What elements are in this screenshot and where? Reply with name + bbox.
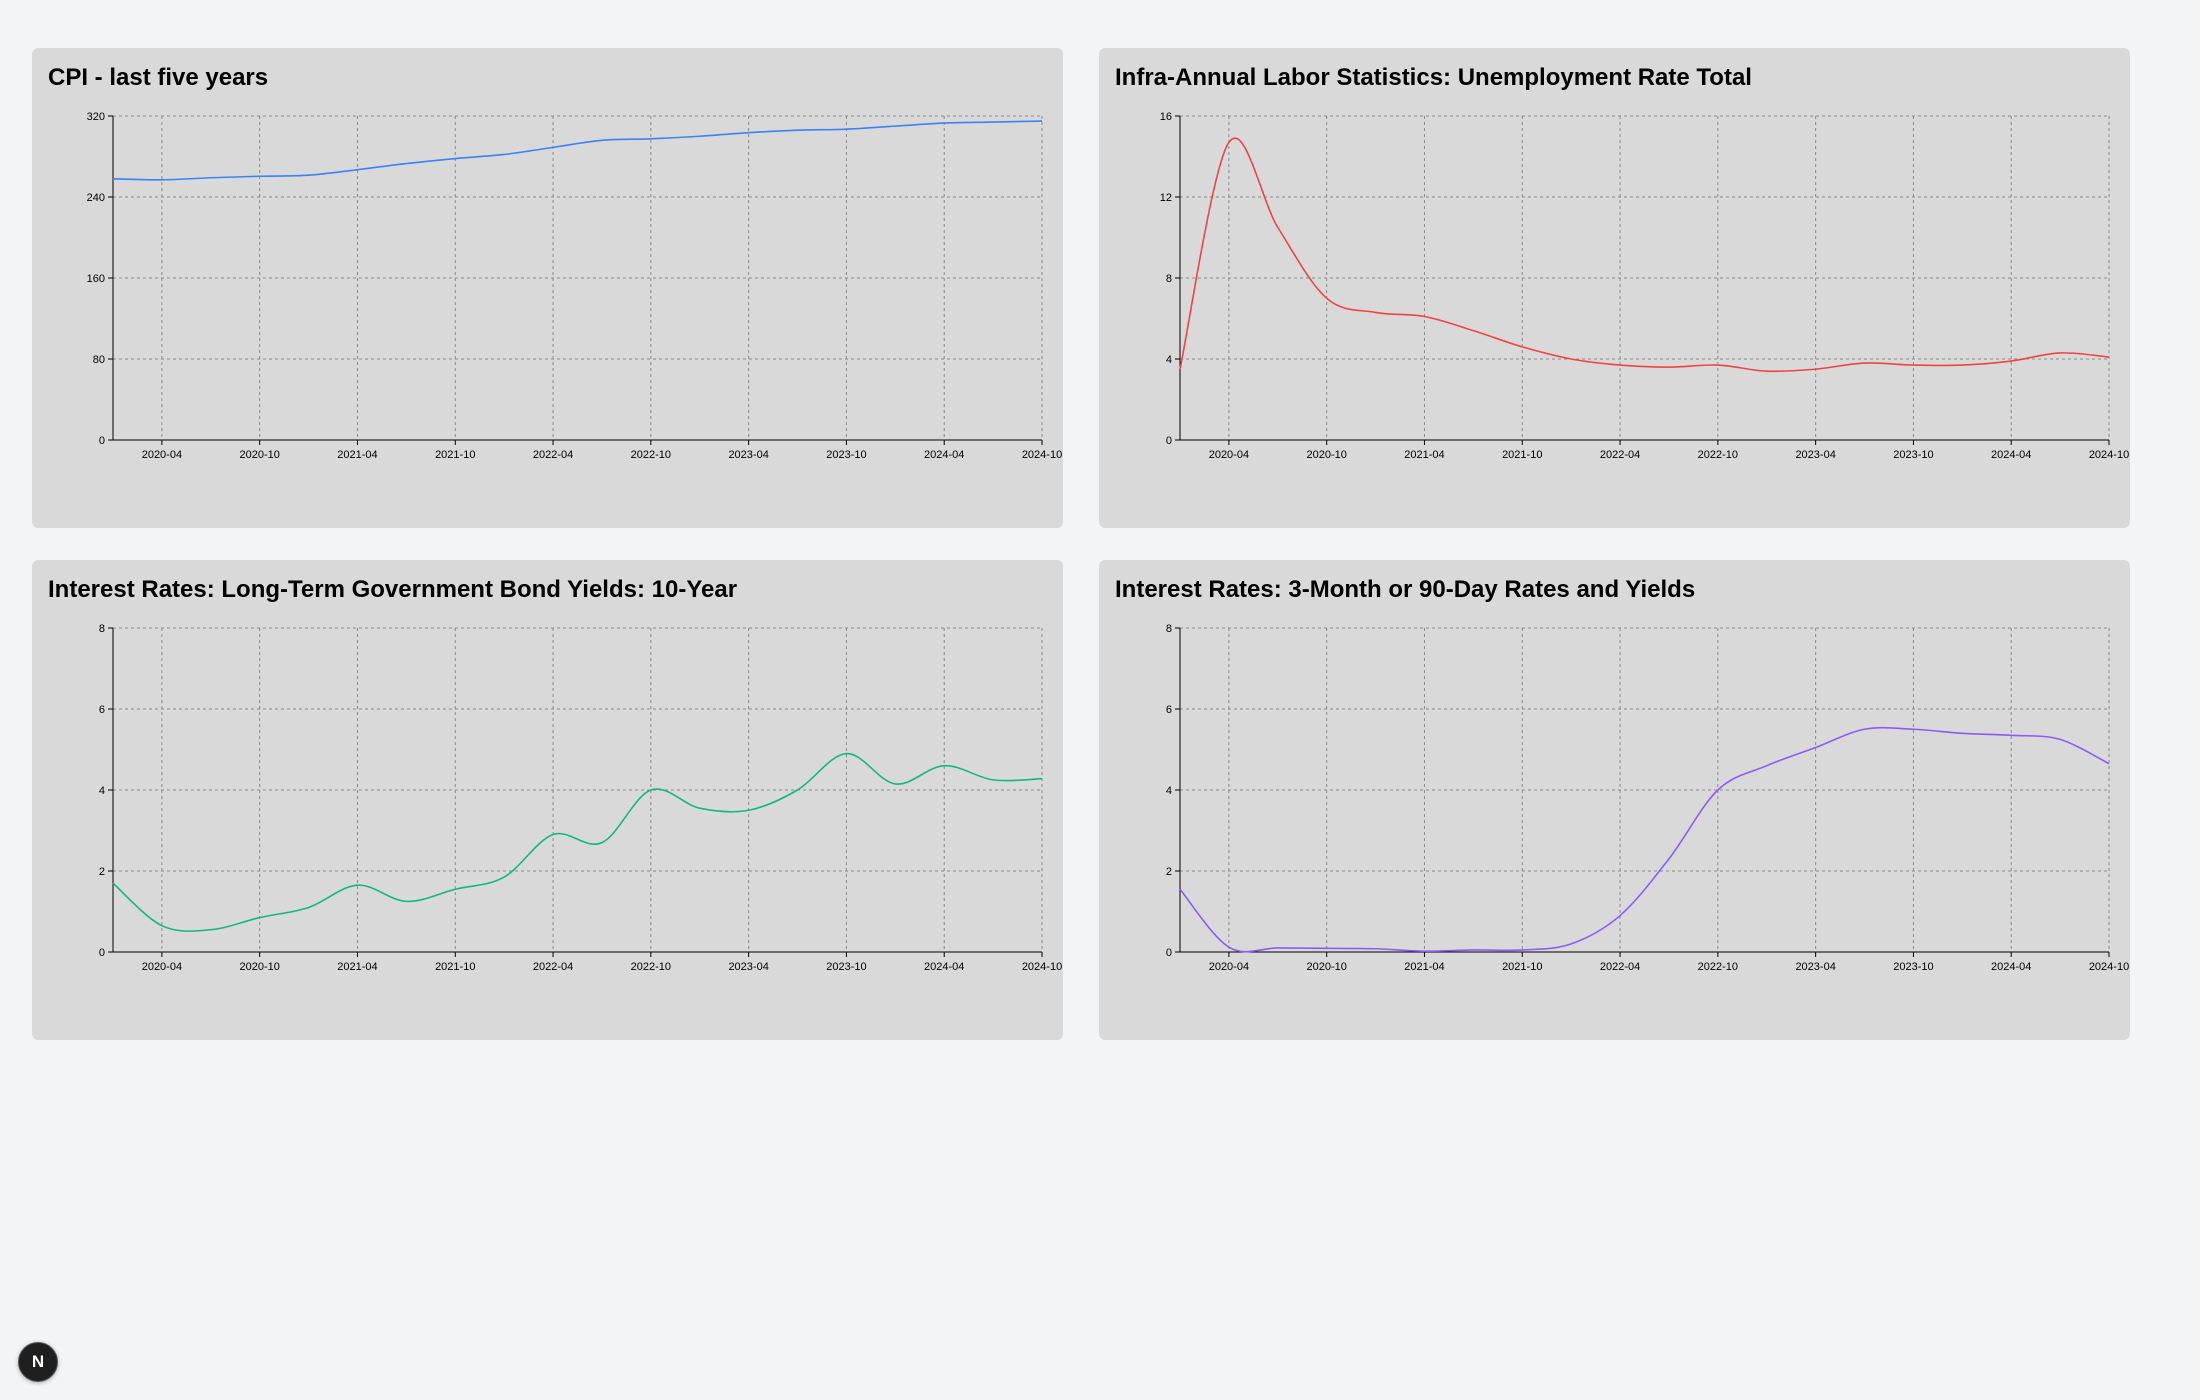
y-tick-label: 0	[99, 435, 105, 447]
x-tick-label: 2020-10	[1306, 961, 1346, 973]
x-tick-label: 2021-04	[337, 961, 377, 973]
chart-title: CPI - last five years	[48, 64, 269, 91]
x-tick-label: 2020-04	[142, 449, 182, 461]
y-tick-label: 8	[1166, 273, 1172, 285]
series-line	[112, 120, 1043, 181]
y-tick-label: 0	[99, 947, 105, 959]
x-tick-label: 2022-10	[1698, 449, 1738, 461]
x-tick-label: 2021-04	[1404, 961, 1444, 973]
x-tick-label: 2024-10	[1022, 961, 1062, 973]
y-tick-label: 2	[1166, 866, 1172, 878]
x-tick-label: 2023-04	[1795, 961, 1835, 973]
y-tick-label: 4	[1166, 785, 1172, 797]
bond-yield-line-chart: 0 2 4 6 8 2020-04 2020-10 2021-04 2021-10 2022-04…	[99, 623, 1062, 973]
y-tick-label: 80	[93, 354, 105, 366]
series-line	[112, 752, 1043, 932]
x-tick-label: 2023-04	[728, 961, 768, 973]
x-tick-label: 2020-10	[239, 449, 279, 461]
x-tick-label: 2023-10	[1893, 961, 1933, 973]
x-tick-label: 2022-04	[533, 449, 573, 461]
series-line	[1179, 137, 2110, 373]
x-tick-label: 2023-10	[826, 961, 866, 973]
x-tick-label: 2023-10	[1893, 449, 1933, 461]
x-tick-label: 2022-10	[1698, 961, 1738, 973]
chart-card-cpi: CPI - last five years 0 80 160 240 320 2020-0…	[32, 48, 1063, 528]
x-tick-label: 2021-04	[337, 449, 377, 461]
x-tick-label: 2024-10	[2089, 961, 2129, 973]
three-month-rate-line-chart: 0 2 4 6 8 2020-04 2020-10 2021-04 2021-10 2022-04…	[1166, 623, 2129, 973]
x-tick-label: 2022-10	[631, 449, 671, 461]
x-tick-label: 2023-04	[728, 449, 768, 461]
chart-title: Infra-Annual Labor Statistics: Unemploym…	[1115, 64, 1752, 91]
x-tick-label: 2021-10	[1502, 449, 1542, 461]
y-tick-label: 160	[87, 273, 105, 285]
y-tick-label: 4	[1166, 354, 1172, 366]
x-tick-label: 2022-04	[1600, 449, 1640, 461]
y-tick-label: 0	[1166, 947, 1172, 959]
y-tick-label: 0	[1166, 435, 1172, 447]
dev-tools-letter: N	[31, 1352, 45, 1371]
series-line	[1179, 726, 2110, 953]
x-tick-label: 2020-04	[1209, 449, 1249, 461]
y-tick-label: 320	[87, 111, 105, 123]
x-tick-label: 2022-04	[1600, 961, 1640, 973]
x-tick-label: 2024-04	[1991, 961, 2031, 973]
chart-card-3-month-rate: Interest Rates: 3-Month or 90-Day Rates …	[1099, 560, 2130, 1040]
x-tick-label: 2024-10	[1022, 449, 1062, 461]
unemployment-line-chart: 0 4 8 12 16 2020-04 2020-10 2021-04 2021-10 2022-…	[1160, 111, 2129, 461]
y-tick-label: 6	[99, 704, 105, 716]
y-tick-label: 6	[1166, 704, 1172, 716]
chart-title: Interest Rates: 3-Month or 90-Day Rates …	[1115, 576, 1696, 603]
x-tick-label: 2021-10	[435, 961, 475, 973]
y-tick-label: 12	[1160, 192, 1172, 204]
y-tick-label: 4	[99, 785, 105, 797]
x-tick-label: 2020-10	[239, 961, 279, 973]
chart-title: Interest Rates: Long-Term Government Bon…	[48, 576, 738, 603]
x-tick-label: 2024-10	[2089, 449, 2129, 461]
x-tick-label: 2023-10	[826, 449, 866, 461]
x-tick-label: 2021-04	[1404, 449, 1444, 461]
y-tick-label: 240	[87, 192, 105, 204]
x-tick-label: 2021-10	[1502, 961, 1542, 973]
y-tick-label: 8	[99, 623, 105, 635]
x-tick-label: 2024-04	[924, 449, 964, 461]
x-tick-label: 2024-04	[924, 961, 964, 973]
x-tick-label: 2021-10	[435, 449, 475, 461]
cpi-line-chart: 0 80 160 240 320 2020-04 2020-10 2021-04 2021-10…	[87, 111, 1063, 461]
x-tick-label: 2022-10	[631, 961, 671, 973]
x-tick-label: 2020-04	[1209, 961, 1249, 973]
x-tick-label: 2023-04	[1795, 449, 1835, 461]
x-tick-label: 2022-04	[533, 961, 573, 973]
y-tick-label: 2	[99, 866, 105, 878]
x-tick-label: 2020-10	[1306, 449, 1346, 461]
y-tick-label: 8	[1166, 623, 1172, 635]
x-tick-label: 2020-04	[142, 961, 182, 973]
x-tick-label: 2024-04	[1991, 449, 2031, 461]
dev-tools-badge[interactable]: N	[18, 1342, 58, 1382]
chart-card-unemployment: Infra-Annual Labor Statistics: Unemploym…	[1099, 48, 2130, 528]
chart-card-10-year-yield: Interest Rates: Long-Term Government Bon…	[32, 560, 1063, 1040]
y-tick-label: 16	[1160, 111, 1172, 123]
